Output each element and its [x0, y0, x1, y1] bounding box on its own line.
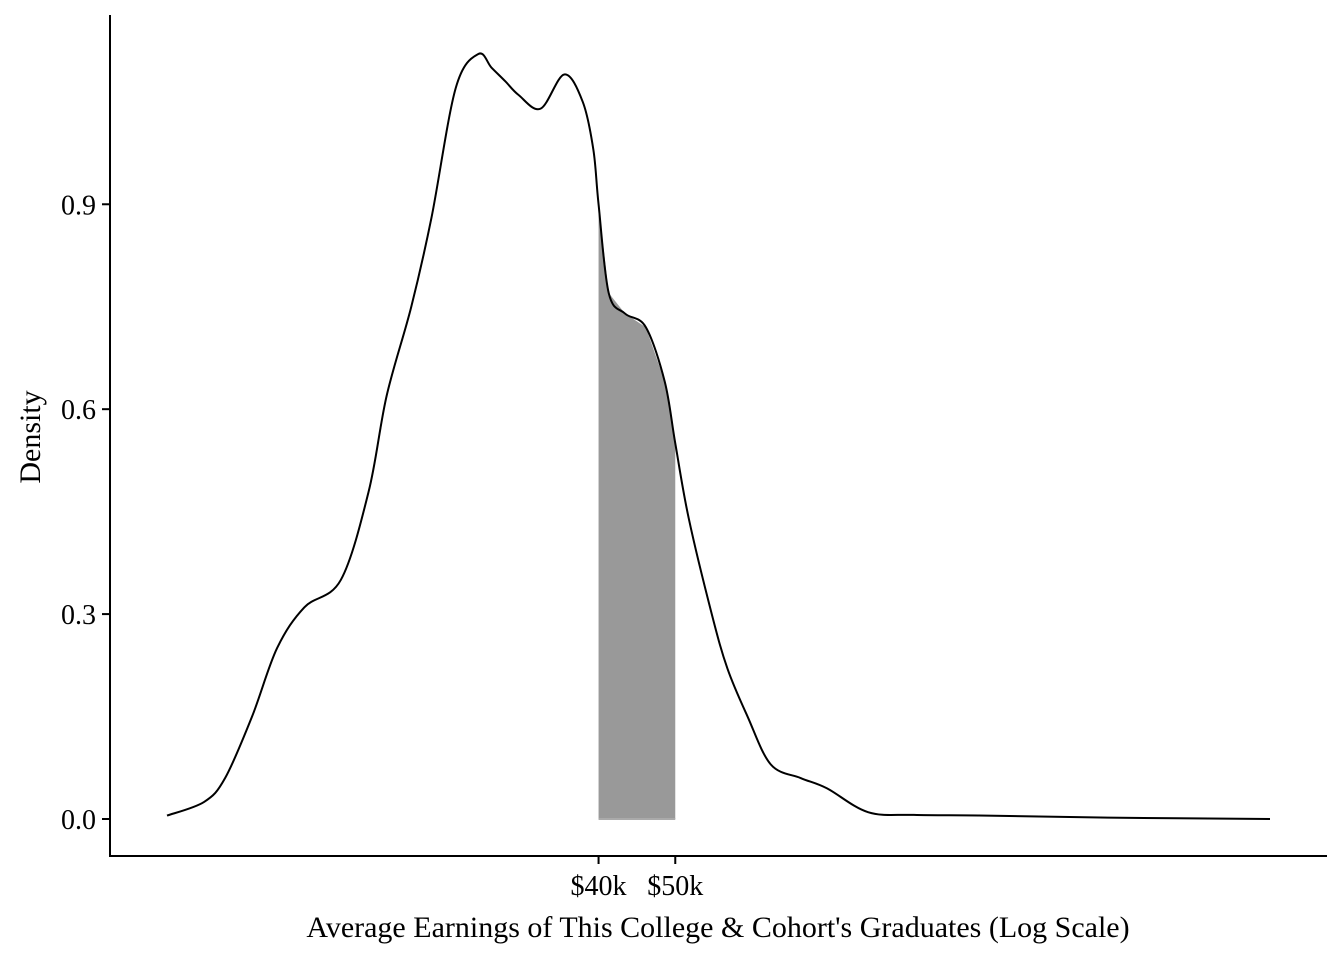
y-tick-label: 0.9 — [61, 190, 96, 221]
y-axis-title: Density — [14, 390, 47, 483]
highlight-range-area — [598, 204, 676, 819]
y-axis-ticks: 0.0 0.3 0.6 0.9 — [61, 190, 110, 836]
highlight-range-area-layer — [598, 204, 676, 820]
y-tick-label: 0.0 — [61, 805, 96, 836]
y-tick-label: 0.3 — [61, 600, 96, 631]
x-tick-label: $40k — [571, 871, 627, 902]
x-axis-ticks: $40k $50k — [571, 856, 703, 902]
x-tick-label: $50k — [647, 871, 703, 902]
x-axis-title: Average Earnings of This College & Cohor… — [306, 911, 1129, 944]
y-tick-label: 0.6 — [61, 395, 96, 426]
density-curve — [166, 52, 1271, 820]
density-curve-layer — [166, 52, 1271, 820]
